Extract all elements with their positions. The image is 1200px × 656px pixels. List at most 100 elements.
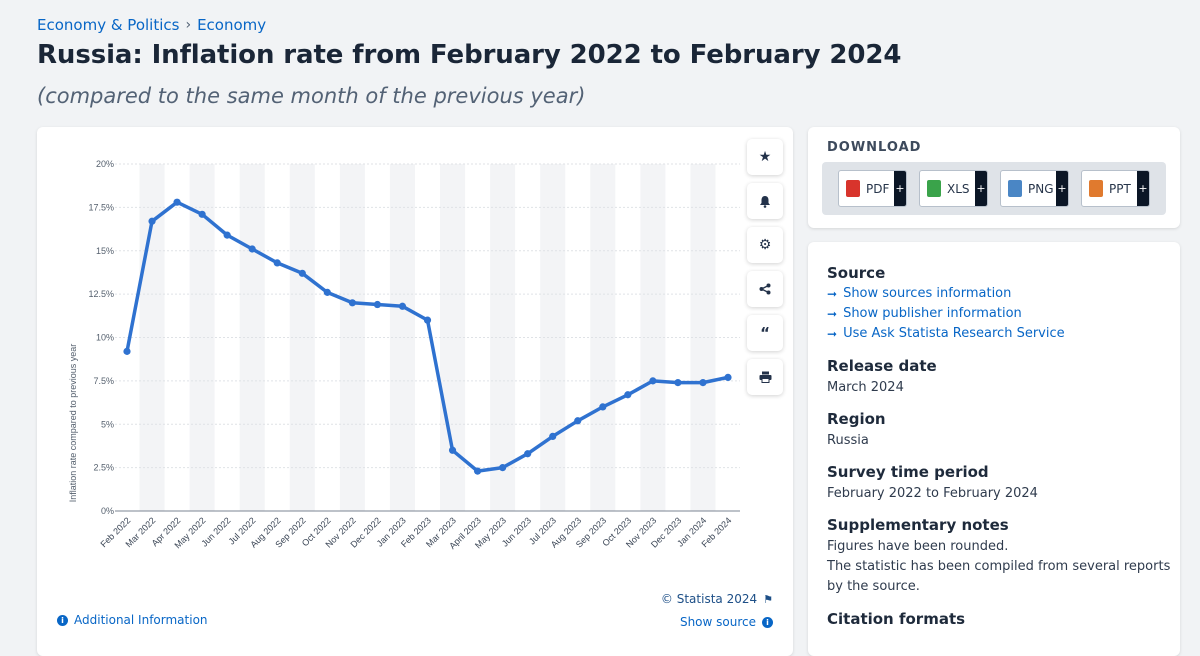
data-point[interactable] [574, 417, 582, 425]
statista-credit: © Statista 2024 ⚑ [661, 592, 773, 606]
download-png-button[interactable]: PNG + [1000, 170, 1069, 207]
quote-icon: “ [760, 324, 770, 342]
data-point[interactable] [173, 198, 181, 206]
notes-line-1: Figures have been rounded. [827, 539, 1009, 554]
data-point[interactable] [448, 446, 457, 454]
additional-information-link[interactable]: i Additional Information [57, 613, 208, 627]
favorite-button[interactable]: ★ [747, 139, 783, 175]
y-axis-ticks: 0% 2.5% 5% 7.5% 10% 12.5% 15% 17.5% 20% [88, 159, 114, 516]
breadcrumb-link-economy[interactable]: Economy [197, 16, 267, 34]
data-point[interactable] [223, 231, 231, 239]
bell-icon [760, 195, 770, 208]
data-point[interactable] [499, 464, 507, 472]
show-sources-label: Show sources information [843, 286, 1012, 301]
y-tick-label: 17.5% [88, 202, 114, 212]
download-pdf-label: PDF [866, 181, 890, 196]
breadcrumb: Economy & Politics › Economy [37, 16, 266, 34]
ask-statista-link[interactable]: ➞ Use Ask Statista Research Service [827, 326, 1065, 341]
data-point[interactable] [348, 299, 356, 307]
y-tick-label: 15% [96, 246, 114, 256]
y-tick-label: 7.5% [93, 376, 114, 386]
data-point[interactable] [323, 288, 331, 296]
series-line [125, 200, 730, 473]
breadcrumb-link-economy-politics[interactable]: Economy & Politics [37, 16, 180, 34]
share-icon [759, 283, 771, 295]
chart-gridlines [115, 163, 740, 512]
y-tick-label: 5% [101, 419, 114, 429]
page-subtitle: (compared to the same month of the previ… [37, 84, 586, 108]
breadcrumb-separator: › [185, 17, 192, 33]
cite-button[interactable]: “ [747, 315, 783, 351]
arrow-right-icon: ➞ [827, 286, 838, 301]
data-point[interactable] [198, 210, 206, 218]
additional-information-label: Additional Information [74, 613, 208, 627]
statistic-info-card: Source ➞ Show sources information ➞ Show… [808, 242, 1180, 656]
data-point[interactable] [373, 300, 382, 309]
chart-card: 0% 2.5% 5% 7.5% 10% 12.5% 15% 17.5% 20% Feb 2022… [37, 127, 793, 656]
series-points [123, 198, 732, 475]
data-point[interactable] [398, 302, 407, 310]
download-xls-button[interactable]: XLS + [919, 170, 988, 207]
data-point[interactable] [699, 379, 707, 387]
y-tick-label: 20% [96, 159, 114, 169]
page-title: Russia: Inflation rate from February 202… [37, 40, 902, 70]
data-point[interactable] [273, 259, 281, 267]
notification-button[interactable] [747, 183, 783, 219]
show-publisher-link[interactable]: ➞ Show publisher information [827, 306, 1022, 321]
chart-band [490, 164, 516, 511]
download-xls-label: XLS [947, 181, 970, 196]
show-sources-link[interactable]: ➞ Show sources information [827, 286, 1011, 301]
print-icon [759, 371, 771, 383]
data-point[interactable] [423, 316, 432, 324]
plus-icon: + [894, 171, 906, 206]
ppt-file-icon [1089, 180, 1103, 197]
inflation-line-chart: 0% 2.5% 5% 7.5% 10% 12.5% 15% 17.5% 20% Feb 2022… [68, 159, 740, 551]
data-point[interactable] [624, 391, 632, 399]
download-bar: PDF + XLS + PNG + PPT + [822, 162, 1166, 215]
print-button[interactable] [747, 359, 783, 395]
download-title: DOWNLOAD [827, 140, 922, 155]
data-point[interactable] [473, 467, 482, 475]
release-date-value: March 2024 [827, 380, 904, 395]
plus-icon: + [975, 171, 987, 206]
arrow-right-icon: ➞ [827, 326, 838, 341]
gear-icon: ⚙ [758, 237, 772, 253]
data-point[interactable] [298, 269, 306, 277]
star-icon: ★ [758, 149, 772, 165]
notes-line-3: by the source. [827, 579, 920, 594]
release-date-heading: Release date [827, 357, 937, 375]
pdf-file-icon [846, 180, 860, 197]
y-tick-label: 0% [101, 506, 114, 516]
chart-band [389, 164, 415, 511]
download-ppt-button[interactable]: PPT + [1081, 170, 1150, 207]
survey-period-value: February 2022 to February 2024 [827, 486, 1038, 501]
data-point[interactable] [674, 379, 682, 387]
data-point[interactable] [549, 432, 557, 440]
citation-formats-heading: Citation formats [827, 610, 966, 628]
data-point[interactable] [148, 217, 156, 225]
plus-icon: + [1056, 171, 1068, 206]
y-tick-label: 10% [96, 333, 114, 343]
show-publisher-label: Show publisher information [843, 306, 1022, 321]
y-tick-label: 12.5% [88, 289, 114, 299]
data-point[interactable] [123, 347, 131, 355]
arrow-right-icon: ➞ [827, 306, 838, 321]
data-point[interactable] [599, 403, 607, 411]
data-point[interactable] [248, 245, 256, 253]
data-point[interactable] [724, 373, 732, 382]
png-file-icon [1008, 180, 1022, 197]
ask-statista-label: Use Ask Statista Research Service [843, 326, 1065, 341]
download-pdf-button[interactable]: PDF + [838, 170, 907, 207]
region-heading: Region [827, 410, 886, 428]
data-point[interactable] [649, 377, 657, 385]
survey-period-heading: Survey time period [827, 463, 989, 481]
download-card: DOWNLOAD PDF + XLS + PNG + PPT + [808, 127, 1180, 228]
show-source-label: Show source [679, 615, 756, 629]
show-source-link[interactable]: Show source i [680, 615, 773, 629]
data-point[interactable] [524, 450, 532, 458]
share-button[interactable] [747, 271, 783, 307]
credit-text: © Statista 2024 [660, 592, 758, 606]
settings-button[interactable]: ⚙ [747, 227, 783, 263]
supplementary-notes-heading: Supplementary notes [827, 516, 1009, 534]
y-axis-label: Inflation rate compared to previous year [68, 344, 78, 503]
